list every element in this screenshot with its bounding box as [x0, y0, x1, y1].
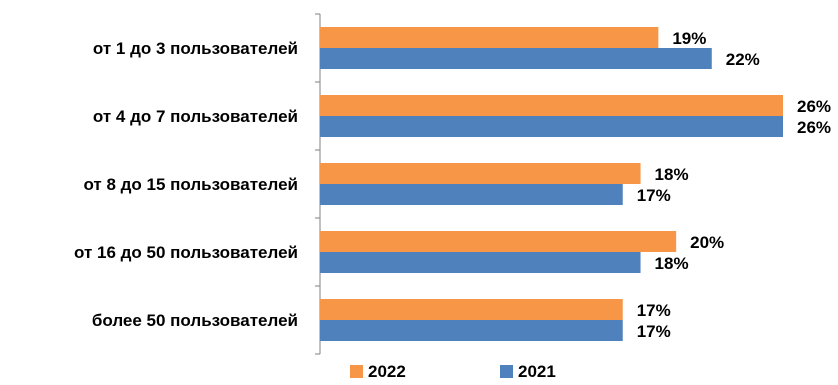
bar-2021 — [320, 184, 623, 205]
legend-label: 2022 — [368, 362, 406, 381]
bar-2021 — [320, 116, 783, 137]
bar-2021 — [320, 252, 641, 273]
category-label: более 50 пользователей — [92, 311, 298, 330]
bar-2021 — [320, 48, 712, 69]
data-label: 17% — [637, 322, 671, 341]
bar-2022 — [320, 299, 623, 320]
bar-2021 — [320, 320, 623, 341]
category-label: от 1 до 3 пользователей — [93, 39, 298, 58]
legend-swatch-2021 — [500, 365, 513, 378]
legend-label: 2021 — [518, 362, 556, 381]
data-label: 17% — [637, 301, 671, 320]
bar-2022 — [320, 231, 677, 252]
category-label: от 4 до 7 пользователей — [93, 107, 298, 126]
data-label: 17% — [637, 186, 671, 205]
axis-layer — [315, 13, 321, 355]
data-label: 20% — [690, 233, 724, 252]
bar-2022 — [320, 95, 783, 116]
bar-2022 — [320, 27, 659, 48]
bar-2022 — [320, 163, 641, 184]
data-label: 22% — [726, 50, 760, 69]
data-label: 18% — [655, 254, 689, 273]
data-label: 19% — [672, 29, 706, 48]
data-label: 18% — [655, 165, 689, 184]
category-label: от 16 до 50 пользователей — [74, 243, 298, 262]
legend: 2022 2021 — [350, 362, 556, 381]
category-label: от 8 до 15 пользователей — [83, 175, 298, 194]
labels-layer: от 1 до 3 пользователей 19% 22% от 4 до 7 п… — [74, 29, 831, 341]
bars-layer — [320, 27, 783, 341]
data-label: 26% — [797, 97, 831, 116]
data-label: 26% — [797, 118, 831, 137]
legend-swatch-2022 — [350, 365, 363, 378]
